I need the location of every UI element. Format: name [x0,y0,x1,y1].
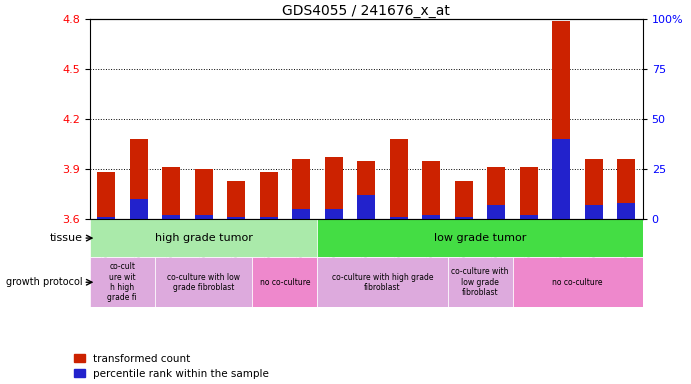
Bar [552,139,570,219]
Bar [195,169,213,219]
Bar [155,257,252,307]
Bar [422,215,440,219]
Bar [520,167,538,219]
Bar [292,159,310,219]
Text: co-culture with
low grade
fibroblast: co-culture with low grade fibroblast [451,267,509,297]
Bar [448,257,513,307]
Title: GDS4055 / 241676_x_at: GDS4055 / 241676_x_at [283,4,450,18]
Bar [317,257,448,307]
Text: co-culture with high grade
fibroblast: co-culture with high grade fibroblast [332,273,433,292]
Bar [292,209,310,219]
Bar [357,161,375,219]
Bar [325,157,343,219]
Bar [585,159,603,219]
Bar [520,215,538,219]
Bar [618,203,635,219]
Bar [195,215,213,219]
Bar [252,257,317,307]
Bar [455,180,473,219]
Bar [325,209,343,219]
Bar [260,172,278,219]
Bar [130,199,148,219]
Bar [552,21,570,219]
Legend: transformed count, percentile rank within the sample: transformed count, percentile rank withi… [75,354,269,379]
Bar [618,159,635,219]
Bar [585,205,603,219]
Bar [317,219,643,257]
Bar [390,139,408,219]
Bar [162,215,180,219]
Bar [455,217,473,219]
Bar [487,167,505,219]
Text: high grade tumor: high grade tumor [155,233,253,243]
Bar [487,205,505,219]
Bar [260,217,278,219]
Bar [97,217,115,219]
Bar [130,139,148,219]
Bar [513,257,643,307]
Bar [90,257,155,307]
Text: growth protocol: growth protocol [6,277,83,287]
Text: co-culture with low
grade fibroblast: co-culture with low grade fibroblast [167,273,240,292]
Bar [227,180,245,219]
Bar [227,217,245,219]
Text: no co-culture: no co-culture [552,278,603,287]
Bar [97,172,115,219]
Bar [357,195,375,219]
Text: co-cult
ure wit
h high
grade fi: co-cult ure wit h high grade fi [108,262,138,302]
Bar [422,161,440,219]
Text: low grade tumor: low grade tumor [434,233,527,243]
Bar [90,219,317,257]
Text: tissue: tissue [50,233,83,243]
Bar [162,167,180,219]
Text: no co-culture: no co-culture [260,278,310,287]
Bar [390,217,408,219]
